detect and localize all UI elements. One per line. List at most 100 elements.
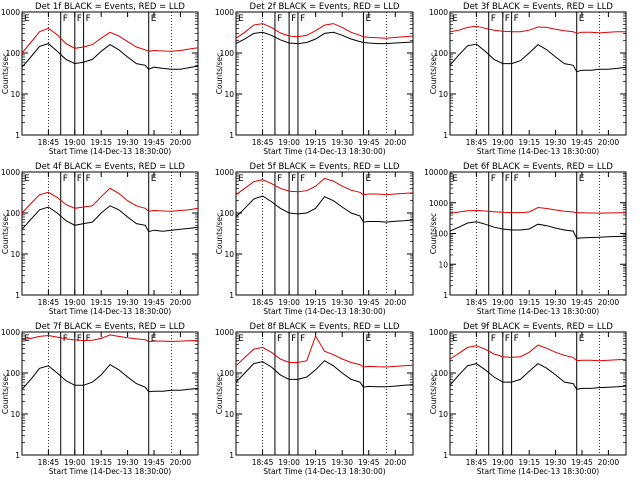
series-lld-line — [235, 177, 414, 196]
y-tick-label: 1000 — [429, 199, 448, 208]
y-tick-label: 1000 — [1, 8, 20, 17]
chart-title: Det 9f BLACK = Events, RED = LLD — [463, 322, 613, 332]
y-tick-label: 100 — [6, 369, 21, 378]
x-axis-label: Start Time (14-Dec-13 18:30:00) — [49, 467, 171, 476]
y-tick-label: 10 — [224, 410, 234, 419]
flag-label: F — [291, 334, 296, 344]
x-tick-label: 19:15 — [305, 458, 327, 467]
y-axis-label: Counts/sec — [429, 373, 438, 414]
x-tick-label: 20:00 — [598, 138, 620, 147]
flag-label: F — [514, 14, 519, 24]
y-tick-label: 1 — [15, 291, 20, 300]
x-axis-label: Start Time (14-Dec-13 18:30:00) — [49, 147, 171, 156]
y-tick-label: 100 — [6, 209, 21, 218]
series-events-line — [21, 43, 199, 70]
flag-label: E — [151, 14, 157, 24]
plot-frame — [449, 11, 627, 136]
y-axis-label: Counts/sec — [215, 213, 224, 254]
flag-label: F — [277, 334, 282, 344]
flag-label: E — [365, 14, 371, 24]
flag-label: E — [579, 334, 585, 344]
flag-label: F — [277, 14, 282, 24]
flag-label: F — [491, 14, 496, 24]
chart-title: Det 3f BLACK = Events, RED = LLD — [463, 2, 613, 12]
y-tick-label: 10 — [224, 250, 234, 259]
x-tick-label: 19:00 — [64, 138, 86, 147]
x-tick-label: 19:30 — [545, 138, 567, 147]
x-tick-label: 19:15 — [90, 458, 112, 467]
x-tick-label: 18:45 — [38, 298, 60, 307]
y-axis-label: Counts/sec — [429, 53, 438, 94]
x-axis-label: Start Time (14-Dec-13 18:30:00) — [477, 147, 599, 156]
chart-title: Det 2f BLACK = Events, RED = LLD — [250, 2, 400, 12]
x-tick-label: 19:30 — [331, 138, 353, 147]
series-lld-line — [449, 206, 627, 214]
series-lld-line — [449, 344, 627, 362]
flag-label: F — [491, 334, 496, 344]
series-lld-line — [449, 25, 626, 34]
flag-label: E — [238, 174, 244, 184]
y-tick-label: 10000 — [424, 168, 448, 177]
x-tick-label: 18:45 — [252, 458, 274, 467]
y-tick-label: 10 — [10, 90, 20, 99]
x-axis-label: Start Time (14-Dec-13 18:30:00) — [263, 147, 385, 156]
y-tick-label: 100 — [6, 49, 21, 58]
x-tick-label: 19:45 — [143, 138, 165, 147]
y-axis-label: Counts/sec — [215, 373, 224, 414]
flag-label: E — [579, 14, 585, 24]
chart-title: Det 6f BLACK = Events, RED = LLD — [463, 162, 613, 172]
flag-label: F — [291, 14, 296, 24]
y-tick-label: 100 — [220, 209, 235, 218]
plot-frame — [235, 331, 414, 456]
x-tick-label: 20:00 — [598, 298, 620, 307]
flag-label: F — [300, 334, 305, 344]
x-tick-label: 19:15 — [90, 138, 112, 147]
x-axis-label: Start Time (14-Dec-13 18:30:00) — [477, 467, 599, 476]
flag-label: F — [277, 174, 282, 184]
x-tick-label: 19:45 — [143, 298, 165, 307]
series-events-line — [235, 31, 414, 45]
series-lld-line — [21, 334, 199, 343]
y-axis-label: Counts/sec — [429, 213, 438, 254]
chart-title: Det 7f BLACK = Events, RED = LLD — [35, 322, 185, 332]
flag-label: F — [505, 334, 510, 344]
x-tick-label: 20:00 — [170, 298, 192, 307]
x-tick-label: 19:15 — [518, 298, 540, 307]
y-tick-label: 1000 — [215, 8, 234, 17]
x-tick-label: 19:45 — [358, 298, 380, 307]
flag-label: F — [86, 174, 91, 184]
x-tick-label: 19:15 — [518, 138, 540, 147]
x-tick-label: 19:00 — [64, 458, 86, 467]
y-tick-label: 1 — [443, 291, 448, 300]
x-tick-label: 19:00 — [278, 458, 300, 467]
series-events-line — [235, 360, 414, 388]
y-axis-label: Counts/sec — [1, 373, 10, 414]
flag-label: F — [86, 14, 91, 24]
flag-label: E — [365, 334, 371, 344]
flag-label: F — [63, 174, 68, 184]
y-tick-label: 1 — [15, 131, 20, 140]
y-tick-label: 10 — [438, 410, 448, 419]
flag-label: E — [238, 334, 244, 344]
x-tick-label: 19:45 — [571, 298, 593, 307]
x-tick-label: 18:45 — [252, 138, 274, 147]
series-lld-line — [21, 27, 199, 54]
flag-label: E — [151, 174, 157, 184]
y-tick-label: 1 — [229, 291, 234, 300]
chart-title: Det 4f BLACK = Events, RED = LLD — [35, 162, 185, 172]
flag-label: E — [238, 14, 244, 24]
x-tick-label: 19:00 — [492, 298, 514, 307]
x-tick-label: 18:45 — [252, 298, 274, 307]
chart-title: Det 8f BLACK = Events, RED = LLD — [250, 322, 400, 332]
flag-label: E — [452, 14, 458, 24]
x-tick-label: 20:00 — [170, 138, 192, 147]
x-tick-label: 20:00 — [384, 138, 406, 147]
x-tick-label: 19:00 — [492, 458, 514, 467]
flag-label: E — [151, 334, 157, 344]
flag-label: E — [452, 334, 458, 344]
y-tick-label: 1000 — [215, 168, 234, 177]
